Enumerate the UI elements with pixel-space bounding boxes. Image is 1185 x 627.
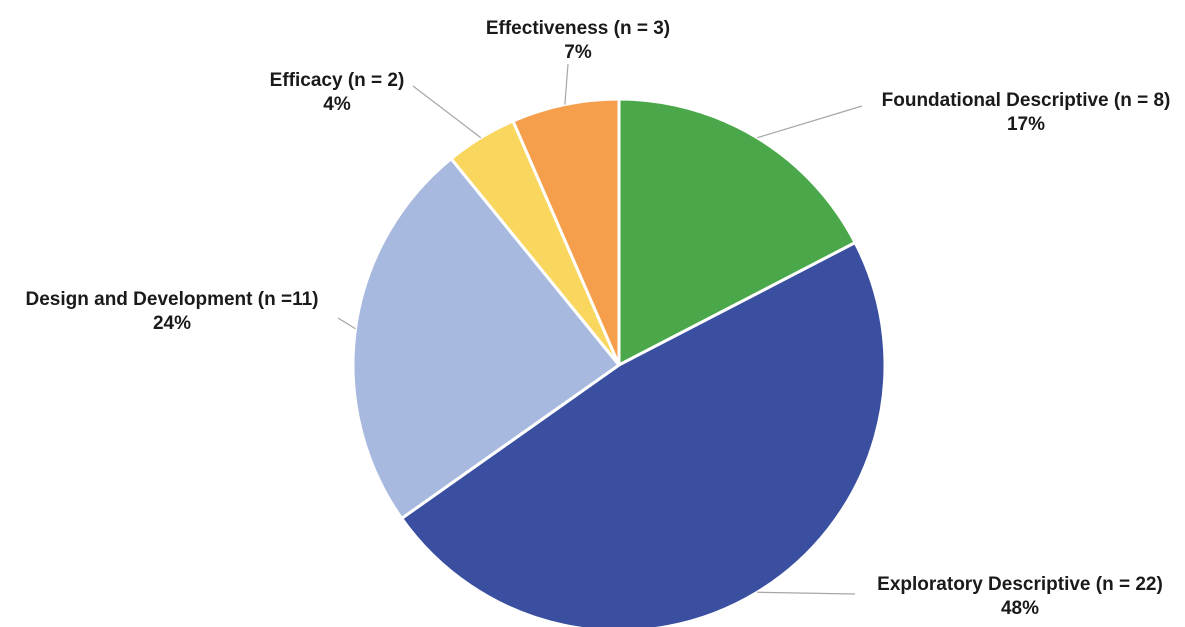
- slice-label-design-and-development: Design and Development (n =11): [26, 289, 319, 310]
- slice-percent-foundational-descriptive: 17%: [1007, 114, 1045, 135]
- leader-line-effectiveness: [564, 63, 569, 105]
- pie-slice-design-and-development: [351, 157, 621, 520]
- slice-label-exploratory-descriptive: Exploratory Descriptive (n = 22): [877, 574, 1163, 595]
- slice-percent-exploratory-descriptive: 48%: [1001, 598, 1039, 619]
- leader-line-exploratory-descriptive: [757, 591, 856, 595]
- leader-line-foundational-descriptive: [757, 105, 863, 139]
- pie-slices: [351, 97, 887, 627]
- slice-labels: Foundational Descriptive (n = 8) 17% Explo…: [26, 18, 1171, 619]
- leader-line-efficacy: [412, 85, 482, 139]
- slice-label-efficacy: Efficacy (n = 2): [270, 70, 405, 91]
- slice-percent-efficacy: 4%: [323, 94, 351, 115]
- slice-label-foundational-descriptive: Foundational Descriptive (n = 8): [882, 90, 1171, 111]
- slice-percent-design-and-development: 24%: [153, 313, 191, 334]
- pie-slice-foundational-descriptive: [617, 97, 857, 367]
- slice-label-effectiveness: Effectiveness (n = 3): [486, 18, 670, 39]
- slice-percent-effectiveness: 7%: [564, 42, 592, 63]
- leader-line-design-and-development: [337, 317, 356, 330]
- pie-slice-exploratory-descriptive: [400, 241, 887, 627]
- leader-lines: [337, 63, 863, 595]
- pie-slice-effectiveness: [511, 97, 621, 367]
